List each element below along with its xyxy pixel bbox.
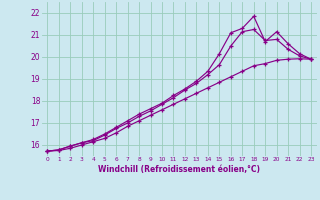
X-axis label: Windchill (Refroidissement éolien,°C): Windchill (Refroidissement éolien,°C) <box>98 165 260 174</box>
